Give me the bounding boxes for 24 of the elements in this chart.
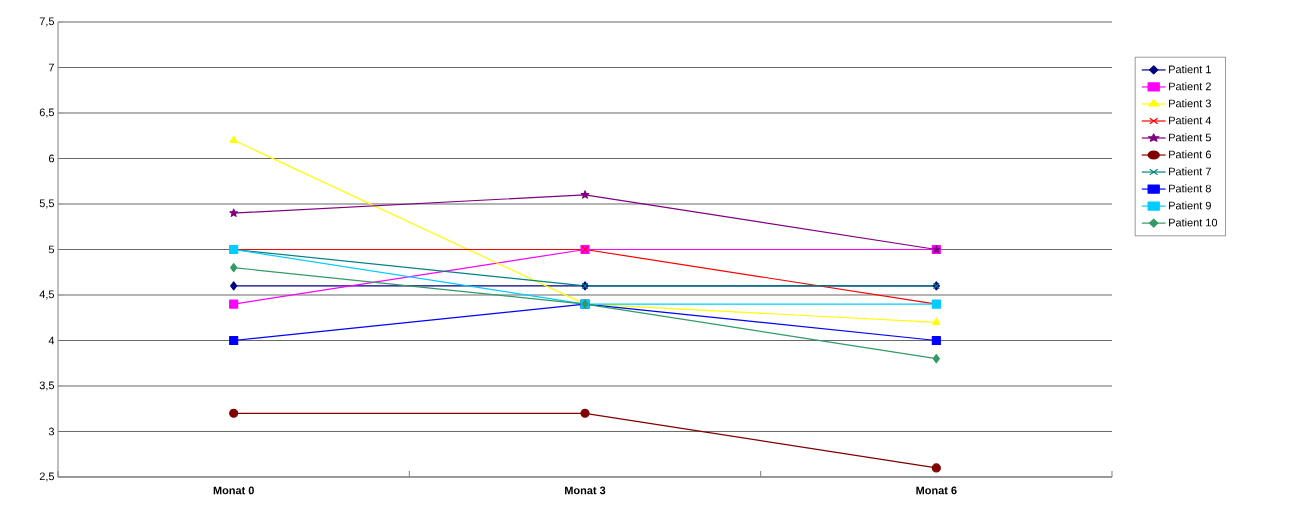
legend-label: Patient 4 xyxy=(1169,116,1212,125)
legend-label: Patient 3 xyxy=(1169,99,1211,108)
y-tick-label: 6,5 xyxy=(39,108,55,118)
y-tick-label: 4 xyxy=(48,336,55,345)
y-tick-label: 7 xyxy=(48,63,54,72)
legend-label: Patient 2 xyxy=(1169,82,1211,91)
legend-label: Patient 10 xyxy=(1169,218,1218,227)
y-tick-label: 4,5 xyxy=(39,290,55,300)
y-tick-label: 3 xyxy=(48,427,55,436)
legend-label: Patient 1 xyxy=(1169,65,1211,74)
legend-label: Patient 5 xyxy=(1169,133,1211,142)
x-tick-label: Monat 0 xyxy=(213,486,254,495)
y-tick-label: 5 xyxy=(48,245,55,254)
x-tick-label: Monat 6 xyxy=(916,486,957,495)
legend-label: Patient 6 xyxy=(1169,150,1211,159)
y-tick-label: 5,5 xyxy=(39,199,55,209)
legend-label: Patient 7 xyxy=(1169,167,1211,176)
y-tick-label: 6 xyxy=(48,154,55,163)
x-tick-label: Monat 3 xyxy=(565,486,606,495)
legend-label: Patient 8 xyxy=(1169,184,1211,193)
y-tick-label: 2,5 xyxy=(39,472,55,482)
y-tick-label: 7,5 xyxy=(39,17,55,27)
y-tick-label: 3,5 xyxy=(39,381,55,391)
legend-label: Patient 9 xyxy=(1169,201,1211,210)
